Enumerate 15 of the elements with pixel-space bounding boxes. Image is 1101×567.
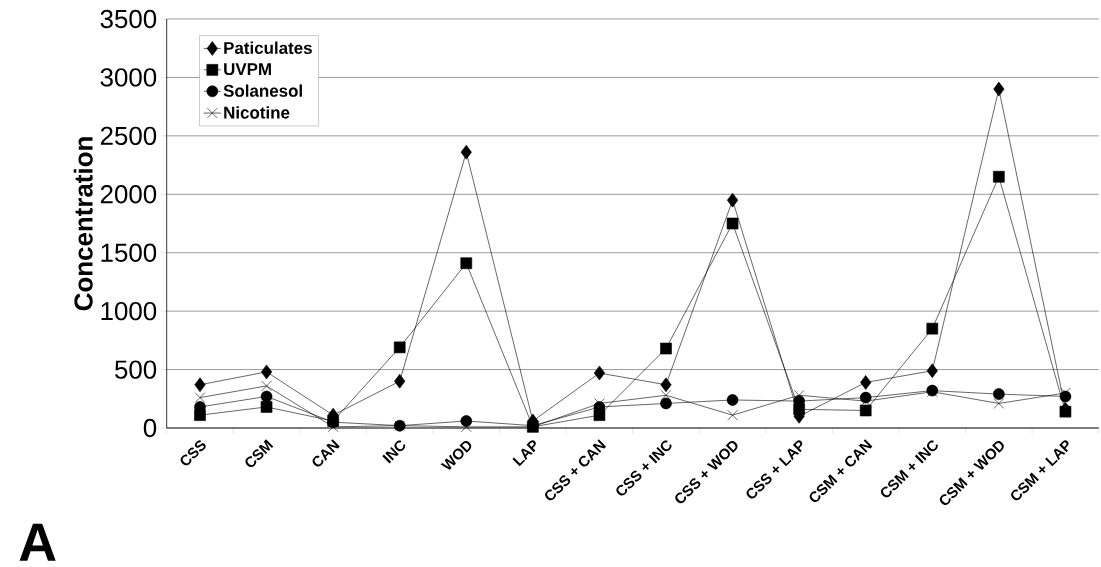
text: A <box>19 523 56 561</box>
y-tick-label: 3000 <box>100 68 157 87</box>
y-tick-label: 0 <box>143 418 157 438</box>
y-tick-label: 2000 <box>100 185 157 204</box>
legend-label: Solanesol <box>223 84 302 97</box>
y-tick-label: 1500 <box>101 243 157 262</box>
y-tick-label: 3500 <box>100 9 157 29</box>
y-tick-label: 1000 <box>101 301 157 321</box>
y-axis-title: Concentration <box>73 137 93 311</box>
y-tick-label: 500 <box>115 360 157 379</box>
y-tick-label: 2500 <box>100 126 157 146</box>
legend-label: Nicotine <box>224 106 290 119</box>
legend-label: UVPM <box>224 63 271 76</box>
x-tick-label: INC <box>382 440 406 464</box>
legend-label: Paticulates <box>224 41 312 54</box>
